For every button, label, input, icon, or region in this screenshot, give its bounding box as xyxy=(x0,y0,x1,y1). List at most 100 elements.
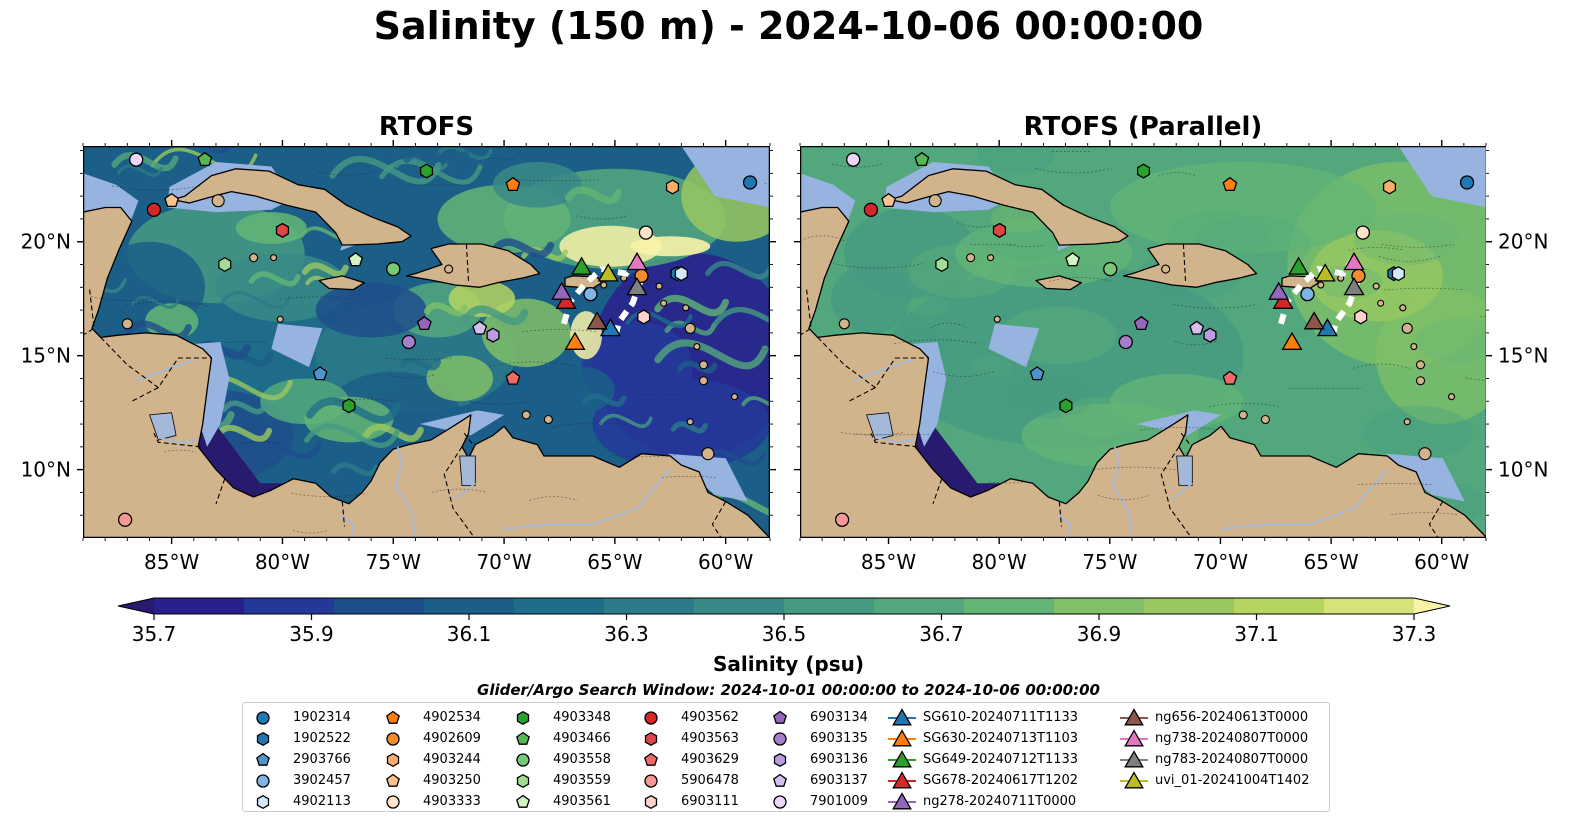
float-marker-4903558 xyxy=(1103,261,1118,277)
island xyxy=(1418,447,1432,461)
country-border xyxy=(465,243,470,283)
river xyxy=(1056,514,1072,538)
legend-marker xyxy=(256,773,270,788)
legend-item: 4903562 xyxy=(641,707,739,728)
float-marker-4902534 xyxy=(505,176,521,192)
legend-label: 6903111 xyxy=(681,794,739,809)
legend-hexagon-icon xyxy=(256,794,270,809)
colorbar-segment xyxy=(1054,598,1145,614)
depth-contour xyxy=(125,301,208,307)
float-marker-1902314 xyxy=(742,175,758,190)
glider-marker-uvi_01 xyxy=(1314,263,1336,282)
country-border xyxy=(800,289,812,336)
colorbar-label: Salinity (psu) xyxy=(712,652,864,676)
depth-contour xyxy=(800,235,845,242)
legend-marker xyxy=(773,794,787,809)
legend-marker xyxy=(773,752,787,767)
legend-label: 7901009 xyxy=(810,794,868,809)
depth-contour xyxy=(385,357,452,360)
colorbar-segment xyxy=(154,598,245,614)
legend-item: 4902534 xyxy=(383,707,481,728)
legend-item: 4903558 xyxy=(513,749,611,770)
legend-pentagon-icon xyxy=(644,752,658,766)
island xyxy=(1401,322,1413,334)
depth-contour xyxy=(634,278,702,283)
legend-pentagon-icon xyxy=(773,710,787,724)
island xyxy=(660,299,668,307)
legend-hexagon-icon xyxy=(256,731,270,746)
shallow-shelf xyxy=(668,453,748,502)
country-border xyxy=(932,478,943,504)
legend-label: 4903561 xyxy=(553,794,611,809)
island xyxy=(682,304,690,312)
shallow-shelf xyxy=(1385,453,1465,502)
legend-item: 4903563 xyxy=(641,728,739,749)
river xyxy=(875,436,916,444)
river xyxy=(394,446,417,538)
legend-label: SG649-20240712T1133 xyxy=(923,752,1079,767)
legend-circle-icon xyxy=(644,710,658,725)
legend-pentagon-icon xyxy=(386,710,400,724)
float-marker-4903333 xyxy=(638,225,654,240)
legend-item: 4903333 xyxy=(383,791,481,812)
land-hispaniola xyxy=(1122,243,1258,288)
legend-item: 4903244 xyxy=(383,749,481,770)
legend-label: 1902314 xyxy=(293,710,351,725)
legend-label: 4903563 xyxy=(681,731,739,746)
glider-marker-SG678 xyxy=(555,290,577,309)
legend-item: 1902522 xyxy=(253,728,351,749)
legend-item: ng783-20240807T0000 xyxy=(1119,749,1309,770)
legend-column: SG610-20240711T1133 SG630-20240713T1103 SG… xyxy=(887,707,1078,812)
float-marker-4903561 xyxy=(1065,252,1081,267)
lon-tick-label: 65°W xyxy=(587,550,642,574)
legend-label: 1902522 xyxy=(293,731,351,746)
legend-marker xyxy=(386,752,400,767)
depth-contour xyxy=(661,475,718,479)
island xyxy=(838,318,850,330)
legend-marker xyxy=(773,731,787,746)
float-marker-6903136 xyxy=(1203,327,1217,343)
depth-contour xyxy=(470,401,528,405)
depth-contour xyxy=(970,243,1016,246)
glider-marker-ng738 xyxy=(626,251,648,271)
country-border xyxy=(1182,243,1187,283)
legend-label: 4902609 xyxy=(423,731,481,746)
island xyxy=(600,281,608,289)
colorbar-segment xyxy=(604,598,695,614)
island xyxy=(698,360,709,370)
float-marker-4903558 xyxy=(386,261,401,277)
legend-marker xyxy=(1124,728,1144,746)
glider-marker-SG678 xyxy=(1272,290,1294,309)
lon-tick-label: 85°W xyxy=(861,550,916,574)
legend-label: 4903333 xyxy=(423,794,481,809)
float-marker-4903561 xyxy=(348,252,364,267)
colorbar-segment xyxy=(874,598,965,614)
panel-title-rtofs: RTOFS xyxy=(378,112,475,142)
legend-column: 6903134 6903135 6903136 6903137 7901009 xyxy=(770,707,868,812)
glider-marker-SG649 xyxy=(1288,256,1310,275)
legend-marker xyxy=(892,707,912,725)
depth-contour xyxy=(1097,494,1150,501)
legend-marker xyxy=(644,773,658,788)
float-marker-6903137 xyxy=(1189,320,1205,335)
country-border xyxy=(1160,446,1191,537)
float-marker-5906478 xyxy=(834,512,850,527)
glider-marker-ng783 xyxy=(626,277,648,296)
legend-marker xyxy=(386,710,400,724)
land-northAm xyxy=(800,146,1486,538)
glider-marker-ng738 xyxy=(1343,251,1365,271)
colorbar-segment xyxy=(1234,598,1325,614)
float-marker-4903244 xyxy=(665,179,680,195)
legend-item: uvi_01-20241004T1402 xyxy=(1119,770,1309,791)
colorbar-extend-high xyxy=(1414,598,1450,614)
colorbar-tick-label: 37.3 xyxy=(1392,622,1437,646)
glider-marker-ng783 xyxy=(1343,277,1365,296)
depth-contour xyxy=(575,215,628,220)
island xyxy=(1415,360,1426,370)
lat-tick-label: 20°N xyxy=(1498,230,1548,254)
legend-marker xyxy=(256,710,270,725)
depth-contour xyxy=(1353,363,1410,369)
float-marker-3902457 xyxy=(1300,286,1315,302)
legend-marker xyxy=(644,794,658,809)
legend-item: 4903629 xyxy=(641,749,739,770)
